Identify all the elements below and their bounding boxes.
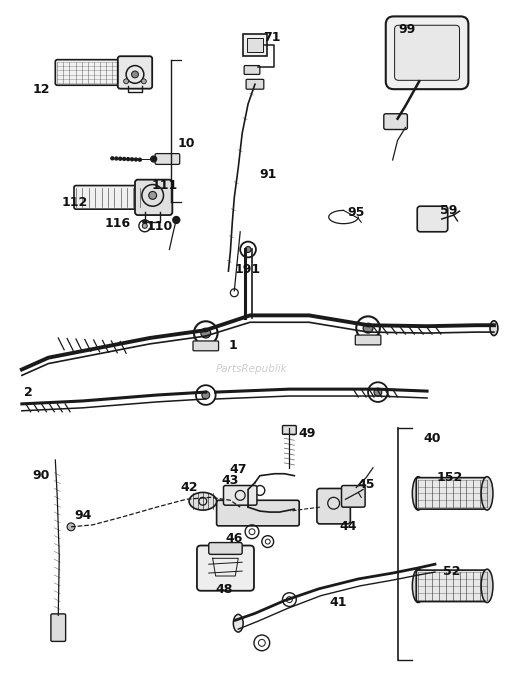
FancyBboxPatch shape xyxy=(394,25,460,80)
Circle shape xyxy=(142,224,147,228)
Circle shape xyxy=(111,157,114,160)
Circle shape xyxy=(131,158,133,161)
Ellipse shape xyxy=(412,477,424,510)
FancyBboxPatch shape xyxy=(417,206,448,232)
FancyBboxPatch shape xyxy=(135,180,172,215)
FancyBboxPatch shape xyxy=(416,570,489,602)
Text: 10: 10 xyxy=(177,137,195,150)
Text: 112: 112 xyxy=(62,196,88,209)
Text: 59: 59 xyxy=(440,203,458,216)
Circle shape xyxy=(124,79,129,84)
Text: 46: 46 xyxy=(226,532,243,545)
FancyBboxPatch shape xyxy=(247,38,263,52)
Text: 49: 49 xyxy=(298,427,316,440)
Text: 111: 111 xyxy=(152,179,178,192)
Ellipse shape xyxy=(189,492,217,510)
FancyBboxPatch shape xyxy=(317,489,350,524)
Circle shape xyxy=(138,158,141,161)
FancyBboxPatch shape xyxy=(209,543,242,554)
Text: 41: 41 xyxy=(330,596,347,609)
FancyBboxPatch shape xyxy=(282,425,296,435)
Text: 191: 191 xyxy=(235,263,261,276)
Circle shape xyxy=(149,191,157,199)
Text: 110: 110 xyxy=(146,220,173,233)
Text: 45: 45 xyxy=(358,478,375,491)
Ellipse shape xyxy=(490,321,498,335)
Circle shape xyxy=(123,158,126,160)
FancyBboxPatch shape xyxy=(384,114,408,130)
FancyBboxPatch shape xyxy=(155,153,180,164)
FancyBboxPatch shape xyxy=(217,500,299,526)
FancyBboxPatch shape xyxy=(243,34,267,55)
Text: 47: 47 xyxy=(229,463,247,477)
FancyBboxPatch shape xyxy=(386,16,468,89)
Ellipse shape xyxy=(412,569,424,602)
Circle shape xyxy=(119,158,122,160)
Circle shape xyxy=(134,158,137,161)
Text: 90: 90 xyxy=(33,469,50,482)
FancyBboxPatch shape xyxy=(416,478,489,509)
Circle shape xyxy=(67,523,75,531)
Text: PartsRepublik: PartsRepublik xyxy=(216,364,288,375)
Circle shape xyxy=(115,157,118,160)
Circle shape xyxy=(173,216,180,224)
FancyBboxPatch shape xyxy=(118,56,152,89)
FancyBboxPatch shape xyxy=(224,485,257,505)
Circle shape xyxy=(374,388,382,396)
Text: 40: 40 xyxy=(423,432,441,445)
Circle shape xyxy=(131,71,138,78)
Text: 2: 2 xyxy=(24,385,33,399)
Ellipse shape xyxy=(481,569,493,602)
Text: 95: 95 xyxy=(347,206,365,218)
Text: 152: 152 xyxy=(436,471,463,484)
Text: 116: 116 xyxy=(104,218,130,231)
Circle shape xyxy=(127,158,130,161)
Ellipse shape xyxy=(233,614,243,632)
FancyBboxPatch shape xyxy=(197,546,254,591)
FancyBboxPatch shape xyxy=(244,66,260,74)
Circle shape xyxy=(143,220,147,224)
Text: 91: 91 xyxy=(259,168,276,181)
Text: 99: 99 xyxy=(399,23,416,36)
Text: 12: 12 xyxy=(33,82,50,96)
Text: 42: 42 xyxy=(180,481,198,494)
Text: 71: 71 xyxy=(263,30,280,43)
Circle shape xyxy=(141,79,146,84)
Text: 52: 52 xyxy=(443,564,461,577)
Circle shape xyxy=(245,247,251,252)
FancyBboxPatch shape xyxy=(51,614,66,642)
Circle shape xyxy=(202,391,210,399)
Text: 94: 94 xyxy=(74,508,91,521)
Ellipse shape xyxy=(481,477,493,510)
Circle shape xyxy=(150,156,157,162)
Text: 1: 1 xyxy=(229,339,238,352)
Circle shape xyxy=(201,328,211,338)
Text: 48: 48 xyxy=(216,583,233,596)
FancyBboxPatch shape xyxy=(341,485,365,507)
Text: 44: 44 xyxy=(340,521,357,533)
Text: 43: 43 xyxy=(222,474,239,487)
FancyBboxPatch shape xyxy=(74,185,142,209)
Circle shape xyxy=(237,504,243,510)
Circle shape xyxy=(363,323,373,333)
FancyBboxPatch shape xyxy=(356,335,381,345)
FancyBboxPatch shape xyxy=(56,59,120,85)
FancyBboxPatch shape xyxy=(193,341,219,351)
FancyBboxPatch shape xyxy=(246,79,264,89)
